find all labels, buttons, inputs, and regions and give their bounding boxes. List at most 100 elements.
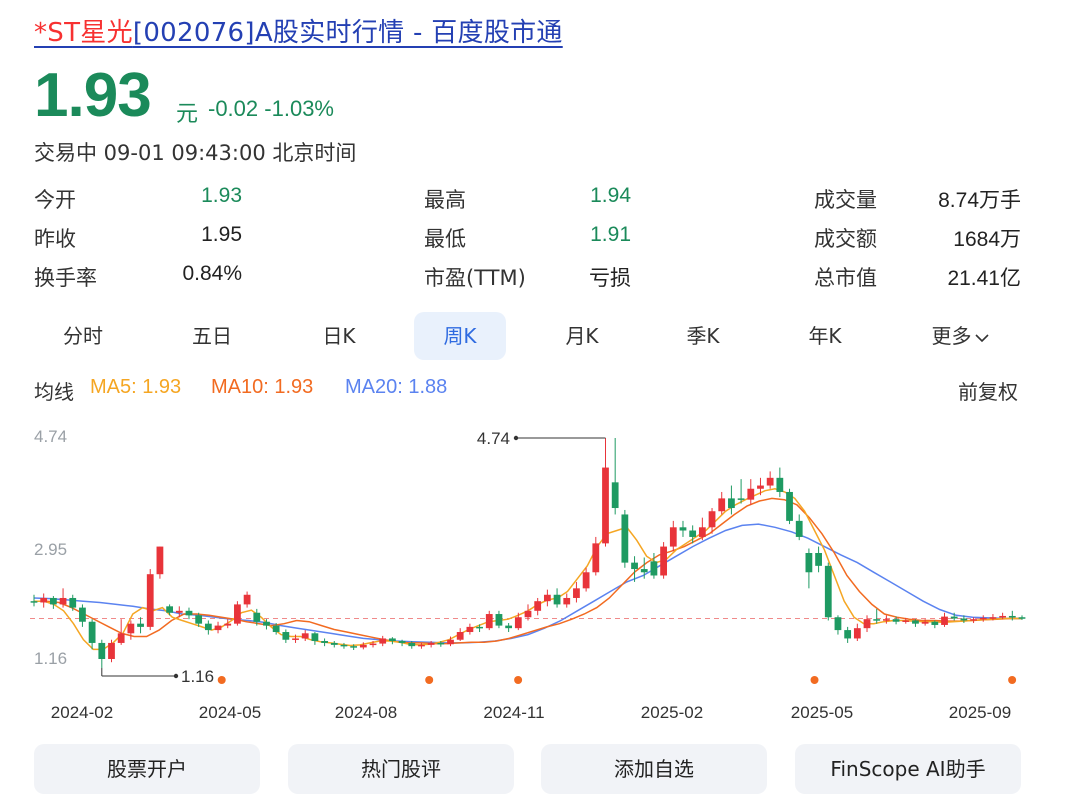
candle-body <box>582 572 590 589</box>
tab-1[interactable]: 分时 <box>63 324 103 348</box>
page-title[interactable]: *ST星光[002076]A股实时行情 - 百度股市通 <box>34 12 563 49</box>
candle-body <box>766 477 774 486</box>
candle-body <box>117 633 125 643</box>
candle-body <box>350 646 358 648</box>
x-tick-label: 2024-08 <box>335 703 397 722</box>
x-tick-label: 2025-05 <box>791 703 853 722</box>
candle-body <box>728 498 735 509</box>
candle-body <box>311 633 319 642</box>
candle-body <box>979 617 987 620</box>
ma10-line <box>34 497 1022 645</box>
adjust-toggle[interactable]: 前复权 <box>958 382 1018 404</box>
candle-body <box>815 553 822 566</box>
event-marker-dot <box>425 676 434 684</box>
stat-label: 今开 <box>34 188 76 212</box>
candle-body <box>718 498 726 512</box>
stat-value: 1.95 <box>201 223 242 246</box>
candle-body <box>466 626 474 633</box>
stat-value: 亏损 <box>589 267 631 290</box>
candle-body <box>476 626 483 629</box>
ma20-label: MA20: 1.88 <box>345 376 448 398</box>
y-tick-label: 4.74 <box>34 427 67 446</box>
candle-body <box>534 601 542 611</box>
event-marker-dot <box>217 676 226 684</box>
stat-label: 成交额 <box>814 227 877 251</box>
stat-value: 8.74万手 <box>938 189 1021 212</box>
price-unit: 元 <box>176 102 199 127</box>
stat-value: 1.91 <box>590 223 631 246</box>
stat-value: 0.84% <box>182 262 242 285</box>
candle-body <box>214 625 222 631</box>
candle-body <box>941 616 948 625</box>
stat-label: 最高 <box>424 188 466 212</box>
finscope-ai-button[interactable]: FinScope AI助手 <box>795 744 1021 794</box>
change-percent: -1.03% <box>264 96 334 121</box>
candle-body <box>98 642 106 660</box>
tab-8[interactable]: 更多 <box>914 312 1006 360</box>
candle-body <box>253 612 261 622</box>
candle-body <box>737 498 745 500</box>
candle-body <box>621 514 629 563</box>
y-tick-label: 1.16 <box>34 649 67 668</box>
candle-body <box>369 643 377 646</box>
candle-body <box>447 639 454 645</box>
change-amount: -0.02 <box>208 96 259 121</box>
candlestick-chart[interactable]: 4.74 2.95 1.16 4.74 1.16 2024-02 2024-05 2024-0… <box>30 420 1060 730</box>
ma5-line <box>34 488 1022 651</box>
candle-body <box>108 642 115 660</box>
x-tick-label: 2025-02 <box>641 703 703 722</box>
candle-body <box>272 625 280 633</box>
hot-comments-button[interactable]: 热门股评 <box>288 744 514 794</box>
candle-body <box>49 597 57 605</box>
stat-label: 市盈(TTM) <box>424 266 526 290</box>
candle-body <box>127 623 135 634</box>
candle-body <box>883 619 890 621</box>
candle-body <box>689 530 697 537</box>
candle-body <box>263 621 270 626</box>
event-marker-dot <box>514 676 523 684</box>
y-tick-label: 2.95 <box>34 540 67 559</box>
candle-body <box>485 614 493 629</box>
candle-body <box>776 477 784 492</box>
tab-3[interactable]: 日K <box>322 324 356 348</box>
candle-body <box>1008 615 1016 618</box>
candle-body <box>921 621 929 624</box>
candle-body <box>282 632 290 640</box>
candle-body <box>863 619 871 629</box>
tab-7[interactable]: 年K <box>808 324 842 348</box>
candle-body <box>757 485 764 489</box>
candle-body <box>195 615 203 624</box>
candle-body <box>960 618 968 621</box>
candle-body <box>185 610 193 616</box>
tab-2[interactable]: 五日 <box>192 324 232 348</box>
x-tick-label: 2024-05 <box>199 703 261 722</box>
candle-body <box>88 621 96 643</box>
candle-body <box>950 616 958 619</box>
candle-body <box>204 623 212 631</box>
tab-5[interactable]: 月K <box>565 324 599 348</box>
candle-body <box>640 569 648 573</box>
low-price-label: 1.16 <box>181 667 214 686</box>
candle-body <box>844 630 852 639</box>
tab-6[interactable]: 季K <box>686 324 720 348</box>
high-price-label: 4.74 <box>477 429 510 448</box>
candle-body <box>698 527 706 537</box>
candle-body <box>495 614 503 626</box>
candle-body <box>1018 617 1026 619</box>
candle-body <box>824 565 832 618</box>
high-pointer-dot <box>513 435 519 441</box>
candle-body <box>514 617 522 629</box>
open-account-button[interactable]: 股票开户 <box>34 744 260 794</box>
candle-body <box>795 520 803 537</box>
candle-body <box>175 610 183 613</box>
candle-body <box>660 546 667 576</box>
tab-4[interactable]: 周K <box>414 312 506 360</box>
add-watchlist-button[interactable]: 添加自选 <box>541 744 767 794</box>
candle-body <box>669 527 677 547</box>
candle-body <box>137 623 144 627</box>
candle-body <box>834 617 842 631</box>
current-price: 1.93 <box>34 61 152 130</box>
candle-body <box>234 604 241 624</box>
candle-body <box>747 488 755 500</box>
candle-body <box>873 619 881 621</box>
